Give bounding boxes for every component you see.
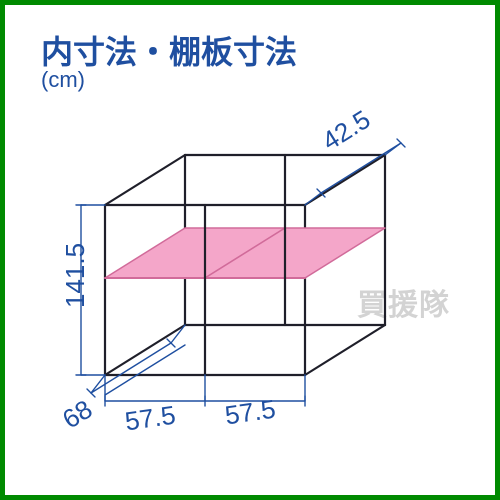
canvas: 内寸法・棚板寸法 (cm) 買援隊 141.5 68 57.5 57.5 42.… bbox=[5, 5, 495, 495]
title-unit: (cm) bbox=[41, 67, 85, 93]
dim-height: 141.5 bbox=[60, 243, 91, 308]
